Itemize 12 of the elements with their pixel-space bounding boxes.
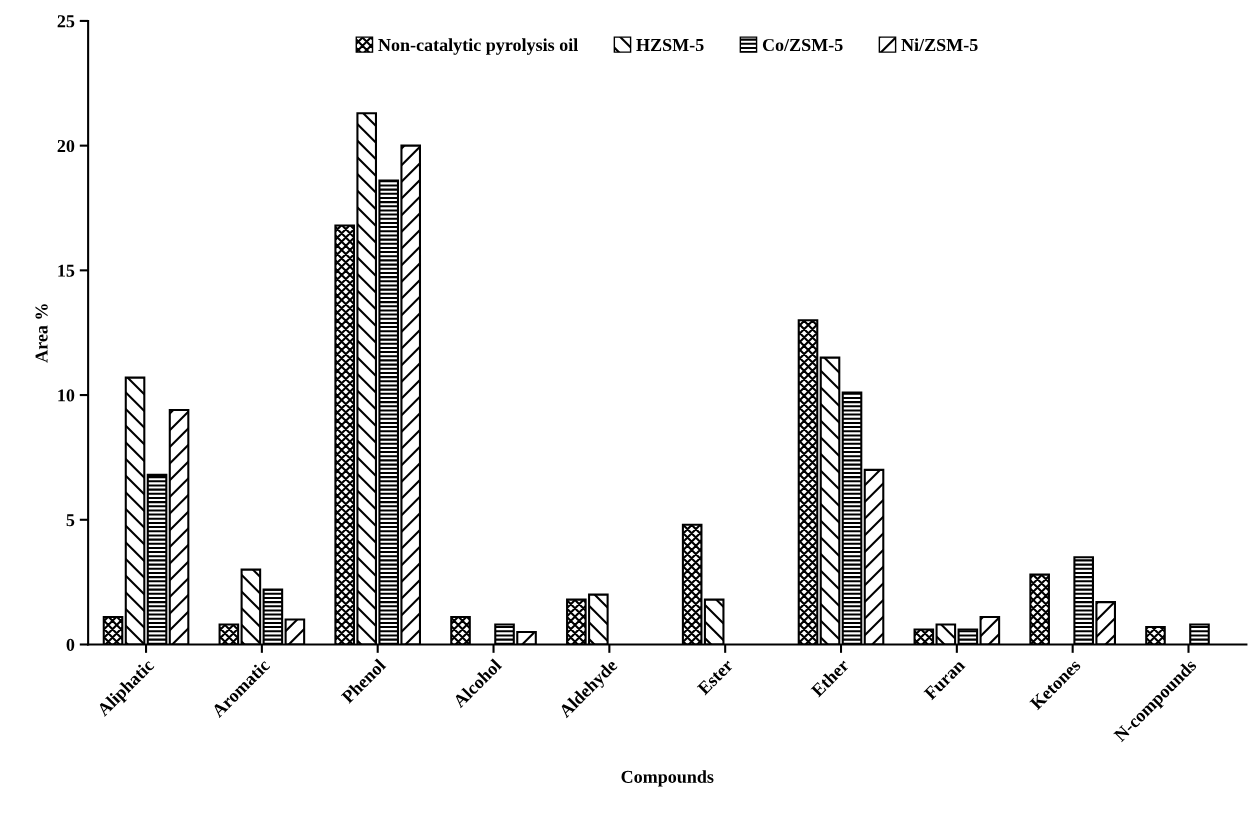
y-tick-label: 15: [58, 264, 75, 277]
y-tick-label: 5: [66, 514, 75, 527]
y-axis-title: Area %: [35, 304, 48, 363]
legend-label: HZSM-5: [636, 38, 704, 52]
y-tick-label: 20: [57, 139, 75, 153]
legend-label: Co/ZSM-5: [762, 38, 843, 52]
legend-label: Non-catalytic pyrolysis oil: [378, 38, 578, 55]
y-tick-label: 0: [66, 638, 75, 651]
y-tick-label: 10: [58, 389, 75, 402]
legend-label: Ni/ZSM-5: [901, 38, 978, 52]
x-axis-title: Compounds: [621, 770, 714, 787]
y-tick-label: 25: [57, 15, 75, 28]
